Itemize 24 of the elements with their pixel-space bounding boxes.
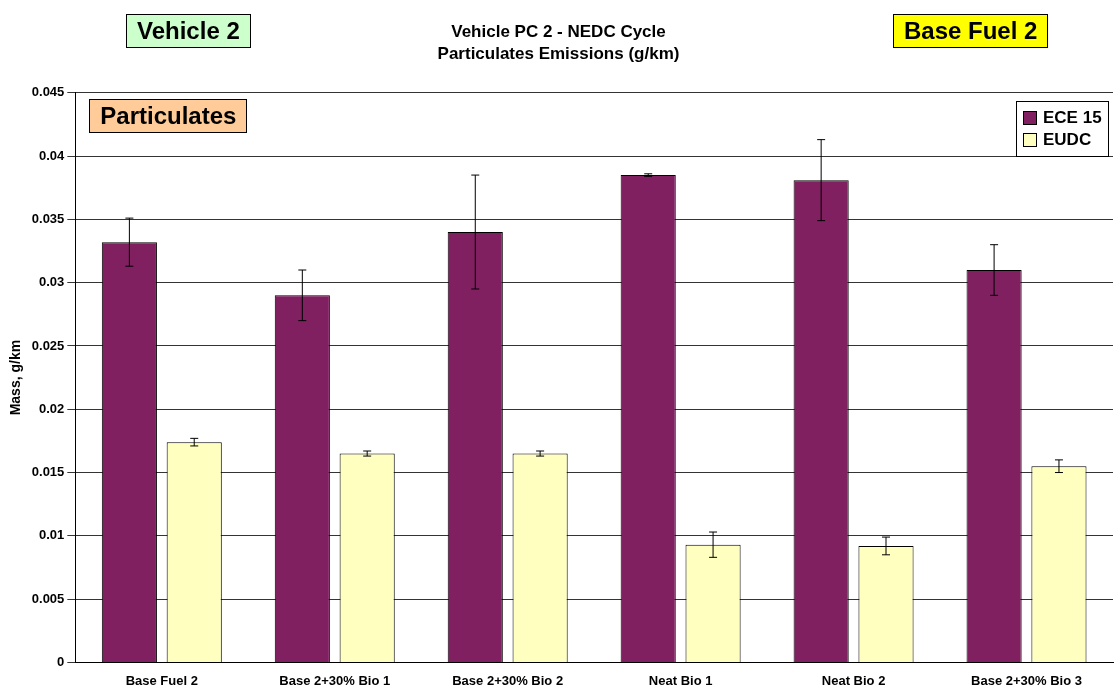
y-tick-label: 0.03 <box>39 274 65 290</box>
y-tick-label: 0 <box>57 653 65 669</box>
x-tick-label: Base 2+30% Bio 1 <box>279 672 391 688</box>
y-tick-label: 0.005 <box>31 590 65 606</box>
y-tick-label: 0.02 <box>39 400 65 416</box>
annotation: Particulates <box>89 98 248 133</box>
x-tick-label: Neat Bio 1 <box>648 672 713 688</box>
y-tick-label: 0.015 <box>31 464 65 480</box>
chart-subtitle: Particulates Emissions (g/km) <box>437 44 680 64</box>
y-tick-label: 0.01 <box>39 527 65 543</box>
y-tick-label: 0.04 <box>39 147 66 163</box>
legend-label: EUDC <box>1043 129 1092 150</box>
x-tick-label: Base 2+30% Bio 2 <box>452 672 564 688</box>
y-tick-label: 0.035 <box>31 210 65 226</box>
x-tick-label: Base Fuel 2 <box>125 672 198 688</box>
y-axis-title: Mass, g/km <box>7 339 24 416</box>
y-tick-label: 0.045 <box>31 84 65 100</box>
chart-title: Vehicle PC 2 - NEDC Cycle <box>451 21 666 41</box>
y-tick-label: 0.025 <box>31 337 65 353</box>
text: Base Fuel 2 <box>893 14 1049 48</box>
x-tick-label: Neat Bio 2 <box>821 672 886 688</box>
x-tick-label: Base 2+30% Bio 3 <box>971 672 1082 688</box>
legend-label: ECE 15 <box>1043 107 1102 128</box>
text: Vehicle 2 <box>126 14 251 48</box>
